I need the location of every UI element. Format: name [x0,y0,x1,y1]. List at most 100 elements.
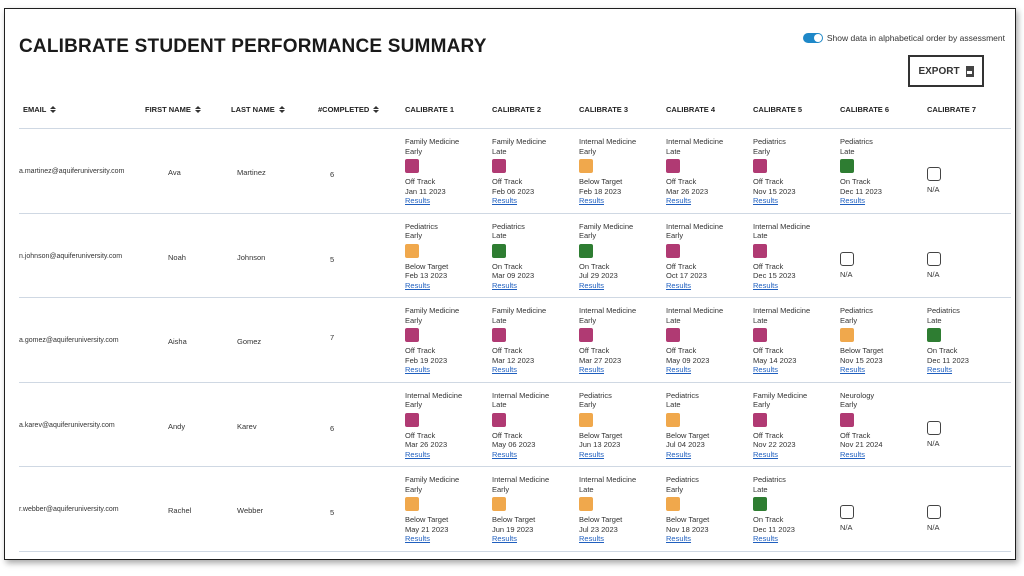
email-cell: a.gomez@aquiferuniversity.com [19,337,119,344]
header-first-name[interactable]: FIRST NAME [145,105,201,114]
status-label: Off Track [840,430,871,440]
results-link[interactable]: Results [753,449,779,459]
header-calibrate-7: CALIBRATE 7 [927,105,977,114]
export-button[interactable]: EXPORT [908,55,984,87]
status-label: Off Track [405,430,436,440]
results-link[interactable]: Results [405,365,431,374]
results-link[interactable]: Results [840,196,866,205]
results-link[interactable]: Results [579,449,605,459]
header-divider [19,128,1011,129]
phase-label: Early [405,146,423,156]
status-label: On Track [492,261,523,271]
header-calibrate-3: CALIBRATE 3 [579,105,629,114]
calibrate-cell: Family Medicine Early Off Track Feb 19 2023… [405,306,487,375]
results-link[interactable]: Results [579,365,605,374]
sort-icon[interactable] [373,106,380,113]
completion-date: Mar 12 2023 [492,355,535,365]
specialty-label: Internal Medicine [753,221,811,231]
specialty-label: Internal Medicine [666,306,724,315]
status-indicator [579,412,593,427]
header-email[interactable]: EMAIL [23,105,57,114]
status-indicator [666,497,680,511]
status-label: Off Track [492,346,523,355]
results-link[interactable]: Results [666,365,692,374]
results-link[interactable]: Results [405,196,431,205]
completion-date: Mar 27 2023 [579,355,622,365]
row-divider [19,466,1011,467]
results-link[interactable]: Results [927,365,953,374]
results-link[interactable]: Results [492,534,518,543]
table-row: r.webber@aquiferuniversity.com Rachel Webb… [5,467,1015,551]
results-link[interactable]: Results [666,196,692,205]
status-label: On Track [753,515,784,524]
specialty-label: Pediatrics [840,306,873,315]
completed-count: 7 [330,333,335,342]
status-label: Below Target [579,515,623,524]
status-label: Off Track [492,430,523,440]
last-name-cell: Webber [237,506,264,515]
email-cell: a.martinez@aquiferuniversity.com [19,168,125,175]
specialty-label: Pediatrics [666,390,699,400]
results-link[interactable]: Results [492,365,518,374]
results-link[interactable]: Results [666,280,692,290]
results-link[interactable]: Results [579,280,605,290]
completion-date: Jul 29 2023 [579,271,618,280]
specialty-label: Internal Medicine [405,390,463,400]
calibrate-cell: Internal Medicine Early Off Track Mar 27 20… [579,306,661,375]
header-last-name[interactable]: LAST NAME [231,105,285,114]
phase-label: Late [492,315,507,325]
table-row: a.martinez@aquiferuniversity.com Ava Marti… [5,129,1015,213]
specialty-label: Internal Medicine [579,475,637,484]
status-label: Below Target [840,346,884,355]
results-link[interactable]: Results [579,196,605,205]
status-indicator [492,497,506,511]
calibrate-cell: Internal Medicine Late Off Track May 09 202… [666,306,748,375]
alphabetical-toggle[interactable] [802,33,823,43]
results-link[interactable]: Results [753,365,779,374]
results-link[interactable]: Results [840,365,866,374]
header-calibrate-1: CALIBRATE 1 [405,105,455,114]
status-indicator [405,412,419,427]
phase-label: Early [405,484,423,494]
status-indicator [666,328,680,342]
results-link[interactable]: Results [666,534,692,543]
results-link[interactable]: Results [492,280,518,290]
results-link[interactable]: Results [405,449,431,459]
results-link[interactable]: Results [492,449,518,459]
calibrate-cell: N/A [840,249,922,280]
completion-date: Dec 11 2023 [753,524,795,534]
status-label: Below Target [579,177,623,186]
status-indicator [579,159,593,173]
status-indicator [753,497,767,511]
last-name-cell: Karev [237,421,257,431]
calibrate-cell: Pediatrics Early Off Track Nov 15 2023 Resul… [753,137,835,206]
completion-date: Dec 11 2023 [840,186,882,196]
sort-icon[interactable] [194,106,201,113]
phase-label: Early [579,146,597,156]
calibrate-cell: Internal Medicine Late Below Target Jul 23 … [579,475,661,544]
results-link[interactable]: Results [405,534,431,543]
empty-status-box [927,251,941,266]
phase-label: Early [840,315,858,325]
results-link[interactable]: Results [579,534,605,543]
phase-label: Late [579,484,594,494]
results-link[interactable]: Results [666,449,692,459]
header-completed[interactable]: #COMPLETED [318,105,380,114]
sort-icon[interactable] [278,106,285,113]
phase-label: Early [492,484,510,494]
results-link[interactable]: Results [492,196,518,205]
sort-icon[interactable] [50,106,57,113]
results-link[interactable]: Results [753,280,779,290]
calibrate-cell: Family Medicine Early On Track Jul 29 2023 R… [579,222,661,291]
phase-label: Late [753,315,768,325]
results-link[interactable]: Results [840,449,866,459]
row-divider [19,297,1011,298]
status-label: Below Target [492,515,536,524]
empty-status-box [840,505,854,519]
status-label: Below Target [579,430,623,440]
results-link[interactable]: Results [405,280,431,290]
results-link[interactable]: Results [753,534,779,543]
status-indicator [405,328,419,342]
alphabetical-toggle-row: Show data in alphabetical order by asses… [802,33,1005,43]
results-link[interactable]: Results [753,196,779,205]
